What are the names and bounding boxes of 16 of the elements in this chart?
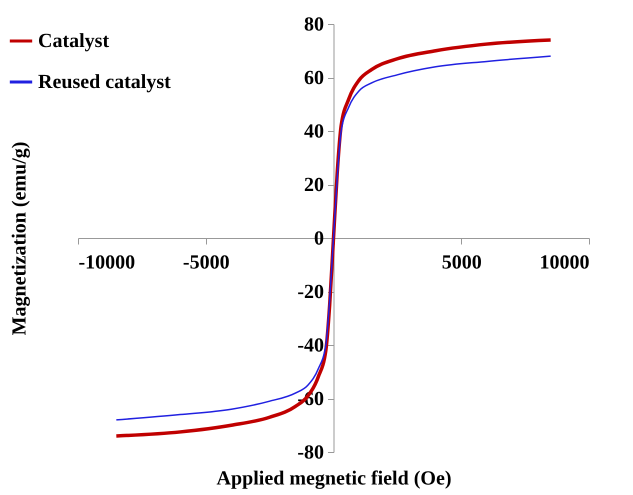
legend-label: Catalyst [38, 30, 110, 52]
y-tick-label: 0 [314, 228, 324, 250]
y-tick-label: 60 [304, 67, 324, 89]
y-tick-label: -80 [297, 442, 324, 464]
y-tick-label: 40 [304, 120, 324, 142]
y-tick-label: -20 [297, 281, 324, 303]
x-axis-title: Applied megnetic field (Oe) [216, 468, 452, 490]
y-tick-label: -40 [297, 334, 324, 356]
x-tick-label: -5000 [182, 252, 230, 274]
y-axis-title: Magnetization (emu/g) [8, 142, 30, 336]
y-tick-label: 20 [304, 174, 324, 196]
y-tick-label: 80 [304, 14, 324, 36]
x-tick-label: 5000 [442, 252, 482, 274]
legend-label: Reused catalyst [38, 71, 172, 93]
x-tick-label: -10000 [78, 252, 136, 274]
x-tick-label: 10000 [540, 252, 590, 274]
